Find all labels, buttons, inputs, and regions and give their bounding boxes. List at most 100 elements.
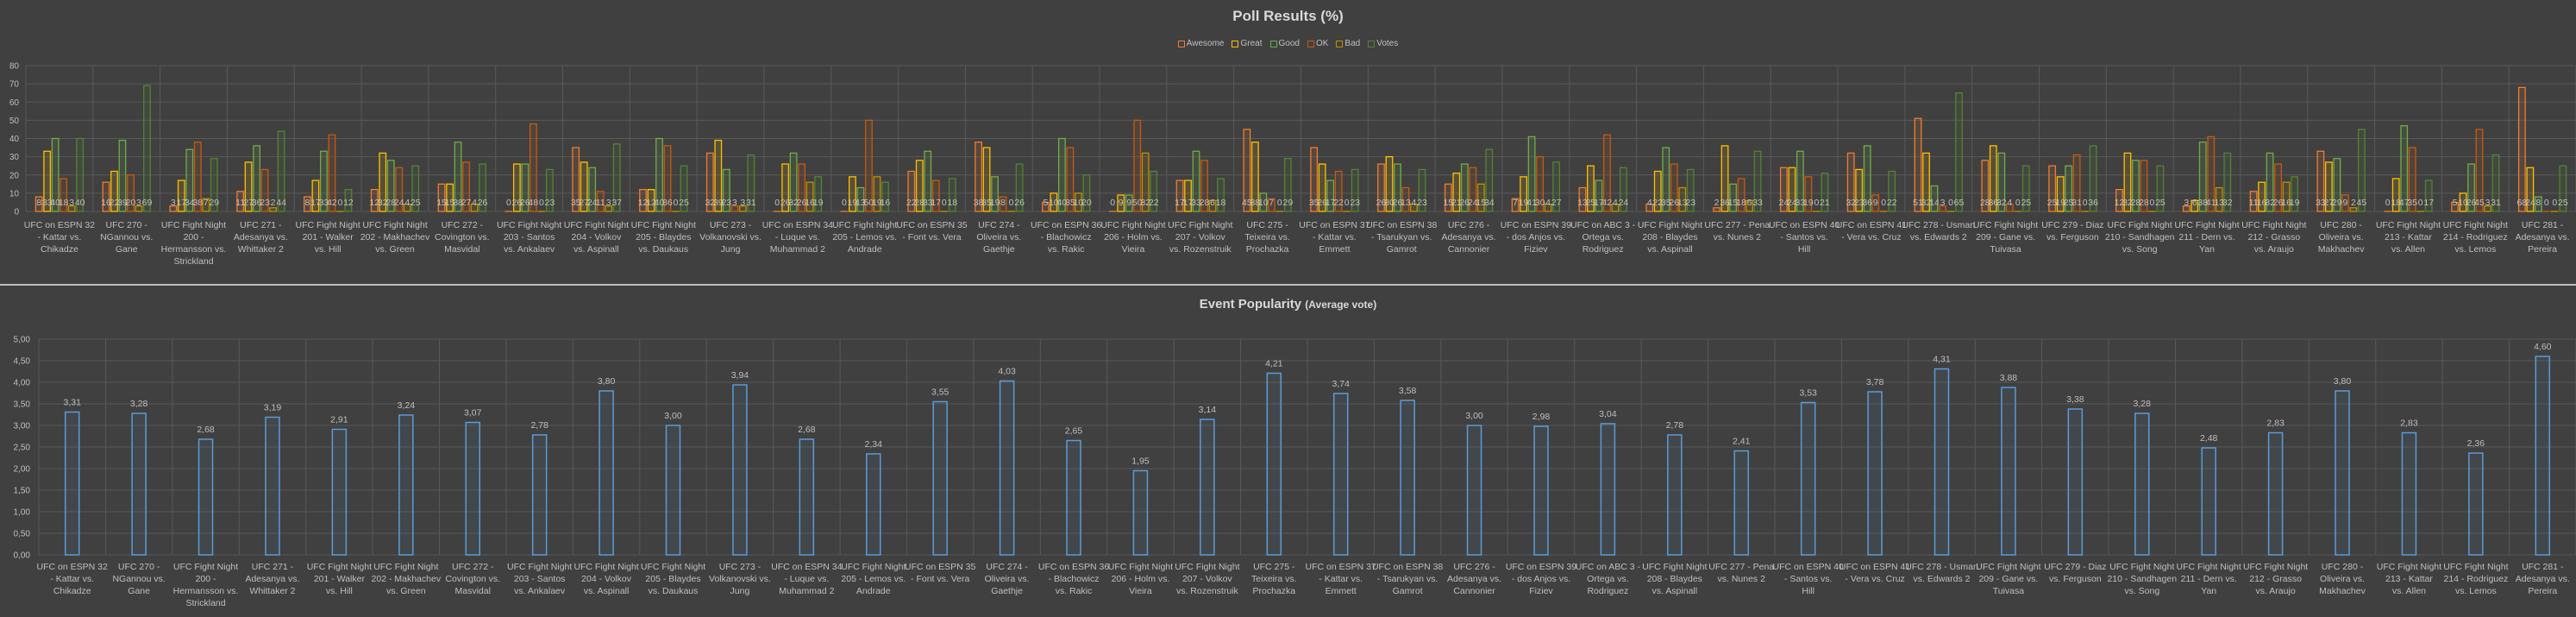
data-label-bad: 15 <box>1476 198 1486 208</box>
category-label: UFC Fight Night 208 - Blaydes vs. Aspinall <box>1638 220 1702 255</box>
bar-ok <box>2140 160 2148 212</box>
bar-average-vote <box>866 453 881 556</box>
category-label-line: vs. Ankalaev <box>514 586 566 596</box>
bar-ok <box>1603 134 1611 212</box>
category-label-line: vs. Hill <box>315 244 342 255</box>
bar-bad <box>1544 203 1552 212</box>
category-label-line: UFC Fight Night <box>2443 562 2508 572</box>
legend: Awesome Great Good OK Bad Votes <box>0 39 2576 48</box>
bar-average-vote <box>932 400 948 556</box>
data-label-average-vote: 3,31 <box>63 398 81 408</box>
bar-ok <box>1871 194 1880 212</box>
category-label: UFC 272 - Covington vs. Masvidal <box>445 562 500 596</box>
category-label-line: 210 - Sandhagen <box>2105 232 2175 242</box>
data-label-good: 15 <box>1728 198 1739 208</box>
data-label-great: 22 <box>1652 198 1663 208</box>
legend-swatch-icon <box>1269 40 1277 47</box>
category-label-line: Oliveira vs. <box>2319 232 2364 242</box>
data-label-average-vote: 3,80 <box>2334 376 2352 387</box>
y-tick-label: 4,00 <box>14 379 31 388</box>
category-label-line: Oliveira vs. <box>985 574 1030 584</box>
bar-great <box>2324 161 2333 212</box>
bar-good <box>2534 196 2542 212</box>
data-label-good: 38 <box>453 198 463 208</box>
data-label-bad: 0 <box>2015 198 2021 208</box>
category-label-line: 209 - Gane vs. <box>1976 232 2035 242</box>
bar-great <box>2056 176 2065 212</box>
data-label-great: 26 <box>512 198 523 208</box>
data-label-votes: 26 <box>1014 198 1025 208</box>
category-label-line: UFC 280 - <box>2322 562 2364 572</box>
category-label-line: 205 - Lemos vs. <box>841 574 906 584</box>
data-label-awesome: 11 <box>235 198 245 208</box>
bar-ok <box>1939 205 1946 212</box>
category-label: UFC on ESPN 37 - Kattar vs. Emmett <box>1306 562 1376 596</box>
data-label-votes: 20 <box>1081 198 1092 208</box>
category-label-line: vs. Lemos <box>2454 244 2496 255</box>
data-label-great: 32 <box>2122 198 2133 208</box>
bar-ok <box>1737 178 1746 212</box>
data-label-votes: 34 <box>1484 198 1495 208</box>
panel-divider <box>0 284 2576 286</box>
category-label-line: UFC on ABC 3 - <box>1576 562 1641 572</box>
data-label-ok: 28 <box>1200 198 1210 208</box>
data-label-good: 33 <box>923 198 933 208</box>
bar-average-vote <box>1867 391 1883 556</box>
category-label-line: UFC 278 - Usman <box>1905 562 1978 572</box>
bar-great <box>512 163 521 212</box>
data-label-bad: 2 <box>2351 198 2356 208</box>
bar-bad <box>605 205 613 212</box>
data-label-awesome: 12 <box>369 198 379 208</box>
data-label-good: 40 <box>1057 198 1068 208</box>
category-label: UFC Fight Night 209 - Gane vs. Tuivasa <box>1976 562 2040 596</box>
category-label-line: Gane <box>128 586 150 596</box>
data-label-great: 16 <box>2257 198 2267 208</box>
category-label-line: vs. Allen <box>2391 244 2425 255</box>
category-label-line: UFC Fight Night <box>2376 220 2441 230</box>
data-label-good: 36 <box>1862 198 1872 208</box>
bar-great <box>1989 145 1997 212</box>
data-label-average-vote: 4,21 <box>1265 359 1283 369</box>
data-label-ok: 20 <box>126 198 136 208</box>
data-label-votes: 23 <box>1685 198 1695 208</box>
data-label-average-vote: 2,91 <box>330 415 348 425</box>
category-label: UFC on ESPN 39 - dos Anjos vs. Fiziev <box>1501 220 1571 255</box>
data-label-good: 47 <box>2399 198 2410 208</box>
bar-average-vote <box>131 412 147 556</box>
category-label-line: UFC Fight Night <box>362 220 427 230</box>
bar-awesome <box>1041 201 1050 212</box>
bar-awesome <box>437 183 446 212</box>
category-label-line: UFC 278 - Usman <box>1902 220 1975 230</box>
data-label-votes: 40 <box>75 198 85 208</box>
bar-good <box>655 137 663 212</box>
data-label-good: 8 <box>2535 198 2541 208</box>
data-label-average-vote: 2,36 <box>2467 438 2485 449</box>
category-label-line: NGannou vs. <box>112 574 165 584</box>
bar-awesome <box>370 188 379 212</box>
poll-results-panel: Poll Results (%) Awesome Great Good OK Bad Vo… <box>0 0 2576 284</box>
category-label-line: UFC on ESPN 32 <box>37 562 108 572</box>
data-label-bad: 13 <box>2214 198 2224 208</box>
category-label-line: UFC 277 - Pena <box>1708 562 1774 572</box>
category-label-line: Gamrot <box>1387 244 1417 255</box>
bar-awesome <box>1713 207 1720 212</box>
bar-votes <box>2559 165 2567 212</box>
bar-average-vote <box>531 434 548 556</box>
category-label-line: UFC Fight Night <box>2443 220 2508 230</box>
category-label: UFC Fight Night 205 - Blaydes vs. Daukaus <box>641 562 705 596</box>
data-label-awesome: 28 <box>1980 198 1990 208</box>
category-label-line: 214 - Rodriguez <box>2444 574 2509 584</box>
data-label-awesome: 12 <box>638 198 649 208</box>
legend-label: Awesome <box>1186 39 1225 48</box>
category-label: UFC Fight Night 204 - Volkov vs. Aspinall <box>573 562 638 596</box>
data-label-votes: 19 <box>2290 198 2300 208</box>
category-label-line: 210 - Sandhagen <box>2107 574 2177 584</box>
bar-average-vote <box>2401 431 2417 556</box>
legend-label: Great <box>1240 39 1263 48</box>
data-label-awesome: 5 <box>2453 198 2458 208</box>
category-label-line: Chikadze <box>41 244 78 255</box>
bar-average-vote <box>197 438 214 556</box>
category-label: UFC 276 - Adesanya vs. Cannonier <box>1447 562 1501 596</box>
category-label-line: UFC on ESPN 38 <box>1372 562 1443 572</box>
data-label-bad: 32 <box>1140 198 1150 208</box>
